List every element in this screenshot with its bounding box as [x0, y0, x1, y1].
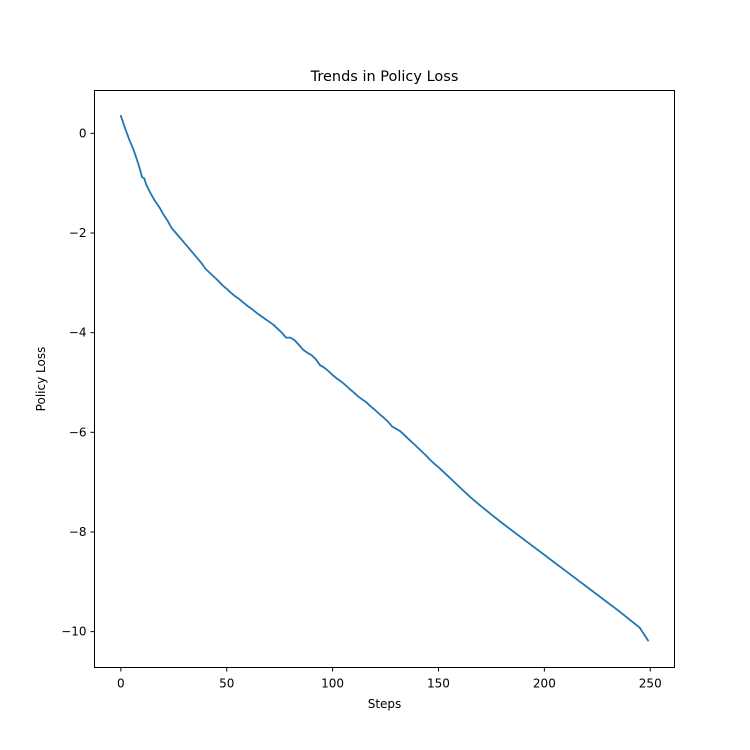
y-tick-label: −4: [69, 326, 87, 340]
x-tick-label: 0: [117, 677, 125, 691]
x-tick-label: 50: [219, 677, 234, 691]
policy-loss-line: [119, 115, 650, 642]
x-tick-label: 150: [427, 677, 450, 691]
y-tick-label: −10: [61, 625, 86, 639]
chart-title: Trends in Policy Loss: [310, 69, 459, 85]
y-tick-label: −2: [69, 226, 87, 240]
plot-frame: [94, 90, 675, 668]
y-tick-label: 0: [79, 126, 87, 140]
x-axis-ticks: 0 50 100 150 200 250: [117, 667, 662, 691]
x-tick-label: 100: [321, 677, 344, 691]
x-tick-label: 200: [533, 677, 556, 691]
y-tick-label: −8: [69, 525, 87, 539]
y-axis-label: Policy Loss: [34, 347, 48, 412]
x-axis-label: Steps: [368, 697, 402, 711]
x-tick-label: 250: [639, 677, 662, 691]
y-tick-label: −6: [69, 425, 87, 439]
y-axis-ticks: 0 −2 −4 −6 −8 −10: [61, 126, 95, 639]
